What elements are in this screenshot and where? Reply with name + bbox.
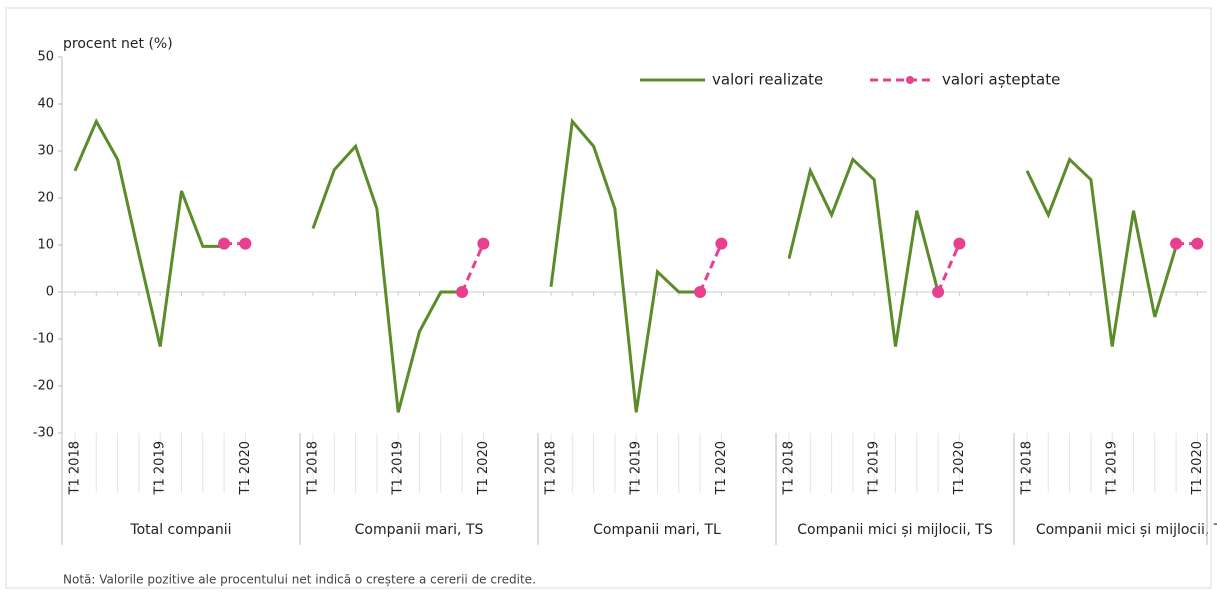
- note: Notă: Valorile pozitive ale procentului …: [63, 573, 536, 587]
- x-tick-label: T1 2019: [391, 441, 406, 495]
- x-tick-label: T1 2020: [714, 441, 729, 495]
- y-tick-label: 20: [37, 191, 54, 206]
- point: [1191, 237, 1204, 250]
- y-tick-label: 0: [46, 285, 54, 300]
- group-label: Total companii: [129, 522, 231, 538]
- x-tick-label: T1 2019: [629, 441, 644, 495]
- point: [477, 237, 490, 250]
- x-tick-label: T1 2019: [153, 441, 168, 495]
- x-tick-label: T1 2019: [867, 441, 882, 495]
- legend-label: valori realizate: [712, 71, 823, 89]
- x-tick-label: T1 2018: [544, 441, 559, 495]
- point: [456, 286, 469, 298]
- point: [1170, 237, 1183, 250]
- point: [239, 237, 252, 250]
- point: [932, 286, 945, 298]
- legend-marker: [906, 76, 914, 84]
- point: [715, 237, 728, 250]
- y-tick-label: 30: [37, 144, 54, 159]
- y-tick-label: -10: [33, 332, 54, 347]
- x-tick-label: T1 2020: [952, 441, 967, 495]
- y-tick-label: 50: [37, 50, 54, 65]
- series-line: [73, 117, 1178, 413]
- group-label: Companii mici și mijlocii, TL: [1036, 522, 1217, 538]
- point: [218, 237, 231, 250]
- group-label: Companii mari, TS: [355, 522, 484, 538]
- x-tick-label: T1 2018: [1020, 441, 1035, 495]
- x-tick-label: T1 2020: [1190, 441, 1205, 495]
- x-tick-label: T1 2018: [306, 441, 321, 495]
- x-tick-label: T1 2020: [238, 441, 253, 495]
- y-tick-label: -30: [33, 426, 54, 441]
- y-tick-label: 10: [37, 238, 54, 253]
- x-tick-label: T1 2019: [1105, 441, 1120, 495]
- frame: [5, 7, 1212, 589]
- group-label: Companii mici și mijlocii, TS: [797, 522, 993, 538]
- series-line: [224, 242, 1198, 293]
- x-tick-label: T1 2018: [68, 441, 83, 495]
- point: [953, 237, 966, 250]
- group-label: Companii mari, TL: [593, 522, 721, 538]
- y-axis-label: procent net (%): [63, 36, 173, 52]
- x-tick-label: T1 2020: [476, 441, 491, 495]
- point: [694, 286, 707, 298]
- y-tick-label: -20: [33, 379, 54, 394]
- y-tick-label: 40: [37, 97, 54, 112]
- x-tick-label: T1 2018: [782, 441, 797, 495]
- legend-label: valori așteptate: [942, 71, 1060, 89]
